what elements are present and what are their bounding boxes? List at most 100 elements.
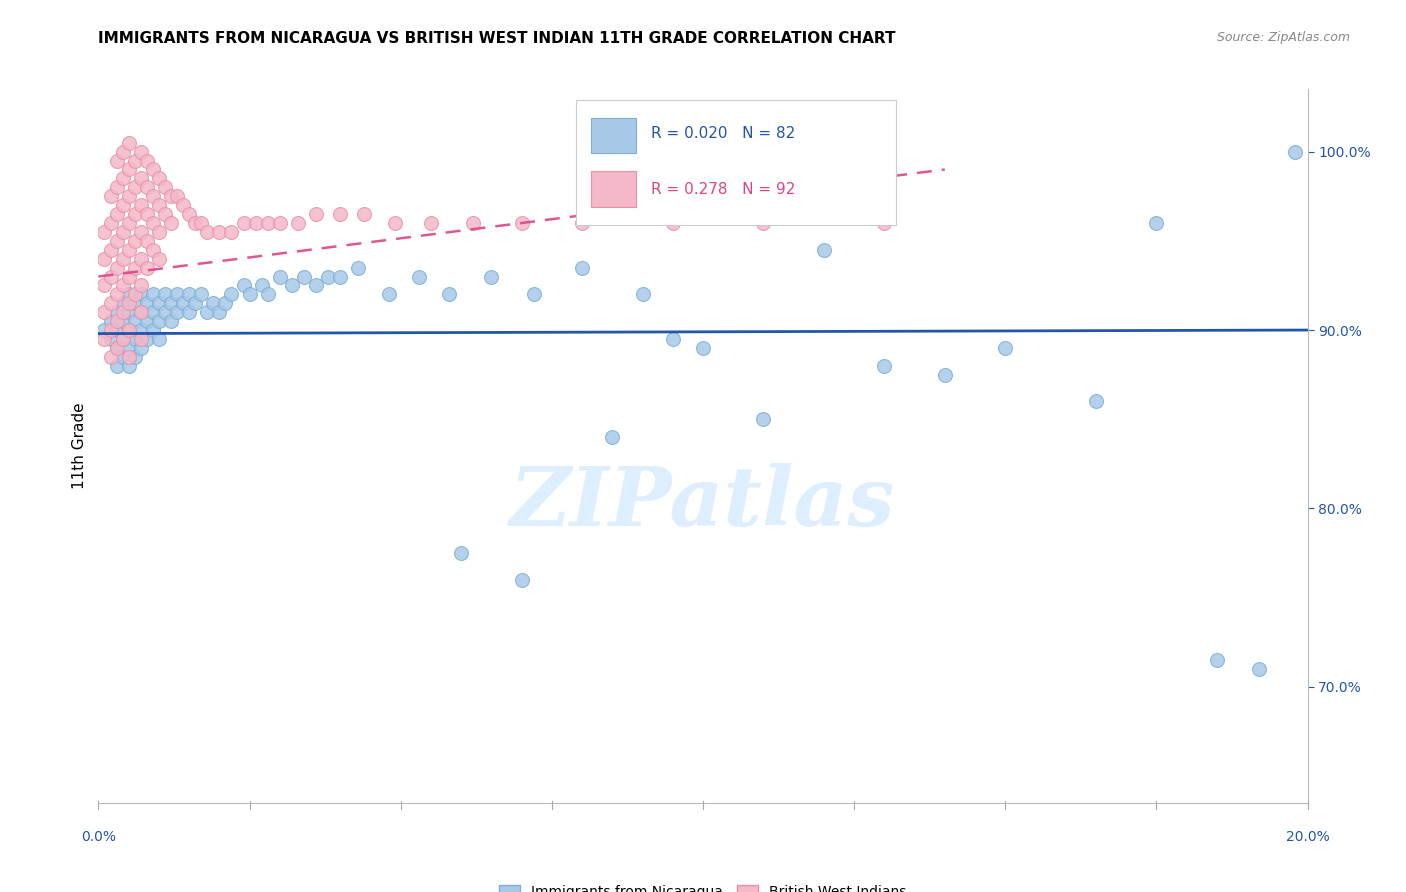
Point	[129, 278, 152, 293]
Point	[160, 216, 183, 230]
Point	[631, 287, 654, 301]
Point	[135, 314, 157, 328]
Point	[129, 305, 152, 319]
Point	[142, 216, 165, 230]
Point	[124, 207, 146, 221]
Point	[873, 216, 896, 230]
Point	[232, 278, 254, 293]
Point	[463, 216, 485, 230]
Point	[129, 171, 152, 186]
Point	[100, 314, 122, 328]
Point	[166, 189, 188, 203]
Point	[184, 216, 207, 230]
Text: Source: ZipAtlas.com: Source: ZipAtlas.com	[1216, 31, 1350, 45]
Point	[148, 252, 170, 266]
Point	[135, 207, 157, 221]
Text: R = 0.278   N = 92: R = 0.278 N = 92	[651, 182, 796, 196]
Point	[571, 216, 593, 230]
Point	[1144, 216, 1167, 230]
Point	[111, 198, 134, 212]
Point	[1249, 662, 1271, 676]
Point	[662, 332, 685, 346]
Point	[384, 216, 406, 230]
Point	[93, 252, 115, 266]
Point	[124, 287, 146, 301]
Point	[184, 296, 207, 310]
Point	[450, 546, 472, 560]
Point	[934, 368, 956, 382]
Point	[100, 216, 122, 230]
Point	[93, 332, 115, 346]
Point	[250, 278, 273, 293]
Point	[160, 189, 183, 203]
Point	[269, 216, 291, 230]
Point	[124, 153, 146, 168]
Point	[100, 296, 122, 310]
Point	[148, 225, 170, 239]
Point	[142, 162, 165, 177]
Point	[135, 332, 157, 346]
Point	[437, 287, 460, 301]
Point	[166, 305, 188, 319]
Point	[111, 171, 134, 186]
Point	[111, 314, 134, 328]
Point	[124, 180, 146, 194]
Point	[305, 207, 328, 221]
Point	[245, 216, 267, 230]
Point	[195, 225, 218, 239]
Point	[100, 269, 122, 284]
Point	[135, 260, 157, 275]
Point	[160, 314, 183, 328]
Point	[124, 234, 146, 248]
Point	[662, 216, 685, 230]
Point	[202, 296, 225, 310]
Point	[124, 332, 146, 346]
Text: 0.0%: 0.0%	[82, 830, 115, 844]
Point	[142, 243, 165, 257]
Point	[111, 296, 134, 310]
Point	[316, 269, 339, 284]
Point	[148, 314, 170, 328]
Point	[124, 260, 146, 275]
Point	[287, 216, 309, 230]
Point	[124, 296, 146, 310]
Point	[221, 287, 243, 301]
FancyBboxPatch shape	[591, 171, 637, 207]
Point	[111, 332, 134, 346]
Point	[148, 296, 170, 310]
Point	[118, 350, 141, 364]
Point	[148, 171, 170, 186]
Text: 20.0%: 20.0%	[1285, 830, 1330, 844]
Point	[347, 260, 370, 275]
Point	[208, 305, 231, 319]
Point	[172, 198, 194, 212]
Point	[602, 430, 624, 444]
Point	[129, 225, 152, 239]
Point	[111, 252, 134, 266]
Point	[105, 314, 128, 328]
Point	[1085, 394, 1108, 409]
Point	[129, 252, 152, 266]
Point	[129, 198, 152, 212]
Point	[105, 287, 128, 301]
Point	[105, 234, 128, 248]
Point	[142, 323, 165, 337]
Point	[118, 296, 141, 310]
Point	[1206, 653, 1229, 667]
Point	[221, 225, 243, 239]
Point	[208, 225, 231, 239]
Point	[100, 350, 122, 364]
Point	[523, 287, 546, 301]
Point	[214, 296, 236, 310]
Point	[111, 225, 134, 239]
Point	[93, 278, 115, 293]
Point	[256, 287, 278, 301]
Point	[129, 145, 152, 159]
Point	[118, 323, 141, 337]
Point	[118, 136, 141, 150]
Point	[124, 314, 146, 328]
Point	[105, 341, 128, 355]
Point	[105, 180, 128, 194]
Point	[118, 189, 141, 203]
Point	[118, 323, 141, 337]
